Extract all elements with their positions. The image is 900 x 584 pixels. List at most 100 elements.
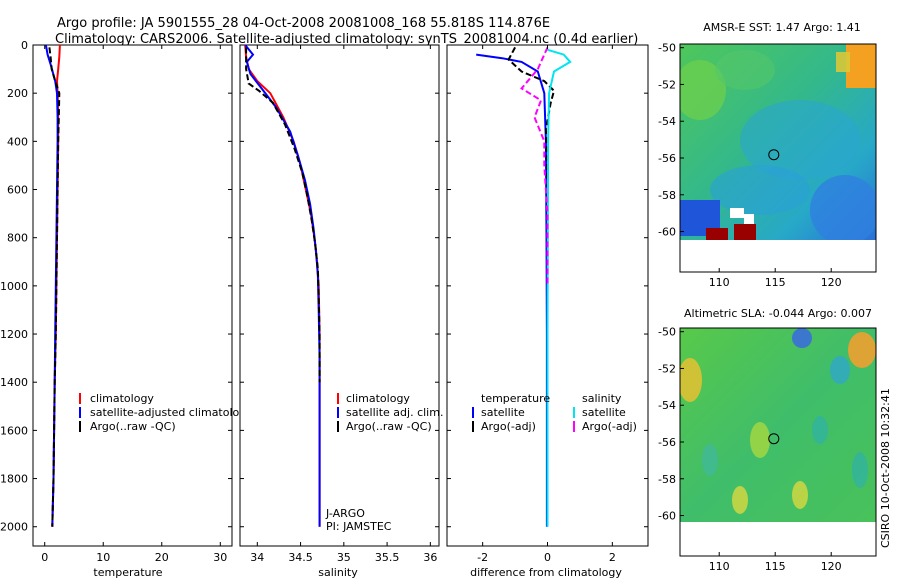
sla-low-patch bbox=[830, 356, 850, 384]
y-tick-label: 400 bbox=[7, 135, 28, 148]
y-tick-label: 800 bbox=[7, 232, 28, 245]
y-tick-label: 1000 bbox=[0, 280, 28, 293]
map-x-tick-label: 115 bbox=[765, 276, 786, 289]
sst-map-title: AMSR-E SST: 1.47 Argo: 1.41 bbox=[703, 21, 861, 34]
sst-ice-flag-2 bbox=[734, 224, 756, 240]
map-y-tick-label: -52 bbox=[658, 362, 676, 375]
sst-warm-patch bbox=[680, 60, 726, 120]
float-program-label: J-ARGO bbox=[325, 507, 365, 520]
sst-no-data-band bbox=[680, 240, 876, 270]
y-tick-label: 1800 bbox=[0, 473, 28, 486]
difference-legend: temperature salinity satellite Argo(-adj… bbox=[472, 392, 637, 433]
series-line-argo-raw-qc- bbox=[48, 47, 61, 527]
temperature-xlabel: temperature bbox=[93, 566, 162, 579]
sst-map-panel: AMSR-E SST: 1.47 Argo: 1.41 110 115 120 -50 bbox=[658, 21, 877, 289]
legend-argo-label: Argo(..raw -QC) bbox=[90, 420, 176, 433]
sla-field bbox=[680, 328, 876, 524]
y-tick-label: 1200 bbox=[0, 328, 28, 341]
map-y-tick-label: -58 bbox=[658, 473, 676, 486]
legend-sal-satellite-label: satellite adj. clim. bbox=[346, 406, 443, 419]
map-y-tick-label: -56 bbox=[658, 152, 676, 165]
sst-warm-patch bbox=[715, 50, 775, 90]
legend-sal-argo-label: Argo(..raw -QC) bbox=[346, 420, 432, 433]
sla-no-data-band bbox=[680, 522, 876, 524]
x-tick-label: 0 bbox=[41, 551, 48, 564]
sst-cool-patch bbox=[810, 175, 876, 240]
float-pi-label: PI: JAMSTEC bbox=[326, 520, 392, 533]
x-tick-label: 0 bbox=[544, 551, 551, 564]
sla-map-title: Altimetric SLA: -0.044 Argo: 0.007 bbox=[684, 307, 872, 320]
y-tick-label: 600 bbox=[7, 184, 28, 197]
legend-sal-argo-label2: Argo(-adj) bbox=[582, 420, 637, 433]
y-tick-label: 1600 bbox=[0, 424, 28, 437]
salinity-axes-box bbox=[239, 44, 440, 547]
map-y-tick-label: -54 bbox=[658, 399, 676, 412]
sst-hot-corner bbox=[846, 44, 876, 88]
series-line-salinity-satellite bbox=[546, 48, 572, 527]
sst-no-data bbox=[730, 208, 744, 218]
temperature-legend: climatology satellite-adjusted climatolo… bbox=[79, 392, 253, 433]
legend-climatology-label: climatology bbox=[90, 392, 154, 405]
sla-high-patch bbox=[750, 422, 770, 458]
legend-satellite-adjusted-label: satellite-adjusted climatology bbox=[90, 406, 253, 419]
figure-title-line2: Climatology: CARS2006. Satellite-adjuste… bbox=[55, 32, 638, 47]
legend-temperature-header: temperature bbox=[481, 392, 550, 405]
map-x-tick-label: 115 bbox=[765, 560, 786, 573]
legend-sal-satellite-label2: satellite bbox=[582, 406, 626, 419]
sla-map-panel: Altimetric SLA: -0.044 Argo: 0.007 110 11… bbox=[658, 307, 877, 573]
map-y-tick-label: -50 bbox=[658, 326, 676, 339]
map-y-tick-label: -60 bbox=[658, 510, 676, 523]
x-tick-label: 30 bbox=[213, 551, 227, 564]
map-y-tick-label: -50 bbox=[658, 42, 676, 55]
x-tick-label: 34 bbox=[250, 551, 264, 564]
map-x-tick-label: 120 bbox=[821, 560, 842, 573]
sla-high-patch bbox=[848, 332, 876, 368]
sla-high-patch bbox=[732, 486, 748, 514]
map-x-tick-label: 120 bbox=[821, 276, 842, 289]
x-tick-label: 36 bbox=[423, 551, 437, 564]
difference-panel: -2 0 2 difference from climatology tempera… bbox=[446, 44, 649, 579]
sla-heatmap bbox=[680, 328, 876, 524]
sla-low-patch bbox=[702, 444, 718, 476]
sla-low-patch bbox=[792, 328, 812, 348]
legend-salinity-header: salinity bbox=[582, 392, 622, 405]
legend-sal-climatology-label: climatology bbox=[346, 392, 410, 405]
y-tick-label: 2000 bbox=[0, 521, 28, 534]
sla-argo-marker bbox=[768, 433, 780, 445]
sla-low-patch bbox=[812, 416, 828, 444]
map-y-tick-label: -58 bbox=[658, 189, 676, 202]
temperature-panel: 0 10 20 30 0 200 400 600 800 1000 1200 1400 1600 1800… bbox=[0, 39, 253, 579]
salinity-legend: climatology satellite adj. clim. Argo(..… bbox=[337, 392, 443, 433]
series-line-argo-raw-qc- bbox=[245, 47, 321, 383]
map-y-tick-label: -52 bbox=[658, 78, 676, 91]
map-y-tick-label: -54 bbox=[658, 115, 676, 128]
y-tick-label: 1400 bbox=[0, 376, 28, 389]
sst-heatmap bbox=[680, 44, 876, 270]
sst-cool-patch bbox=[740, 100, 860, 180]
x-tick-label: 2 bbox=[609, 551, 616, 564]
y-tick-label: 0 bbox=[21, 39, 28, 52]
sla-high-patch bbox=[792, 481, 808, 509]
y-tick-label: 200 bbox=[7, 87, 28, 100]
sst-no-data bbox=[744, 214, 754, 224]
map-x-tick-label: 110 bbox=[709, 276, 730, 289]
map-y-tick-label: -60 bbox=[658, 226, 676, 239]
sla-low-patch bbox=[852, 452, 868, 488]
map-y-tick-label: -56 bbox=[658, 436, 676, 449]
sst-ice-flag-1 bbox=[706, 228, 728, 240]
figure-title-line1: Argo profile: JA 5901555_28 04-Oct-2008 … bbox=[57, 16, 550, 31]
x-tick-label: 35 bbox=[337, 551, 351, 564]
legend-temp-argo-label: Argo(-adj) bbox=[481, 420, 536, 433]
series-line-salinity-argo-adj- bbox=[520, 46, 549, 286]
sst-hot-corner-edge bbox=[836, 52, 850, 72]
x-tick-label: 10 bbox=[96, 551, 110, 564]
salinity-xlabel: salinity bbox=[318, 566, 358, 579]
x-tick-label: 34.5 bbox=[288, 551, 313, 564]
sst-argo-marker bbox=[768, 149, 780, 161]
sla-high-patch bbox=[680, 358, 702, 402]
salinity-panel: 34 34.5 35 35.5 36 salinity climatology sate… bbox=[239, 44, 443, 579]
x-tick-label: 20 bbox=[155, 551, 169, 564]
x-tick-label: -2 bbox=[477, 551, 488, 564]
